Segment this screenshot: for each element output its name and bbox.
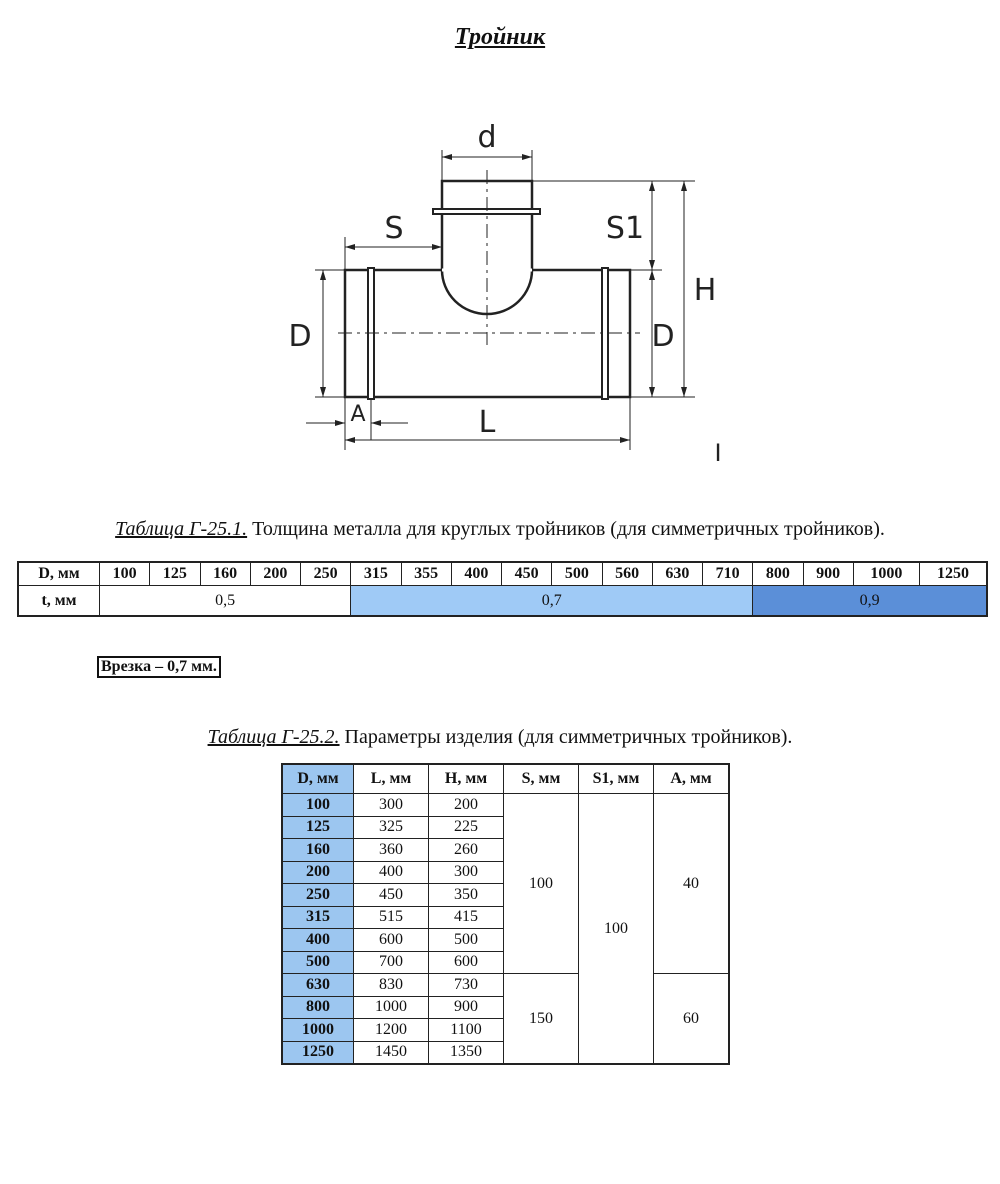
- table-row: 800 1000 900: [281, 995, 729, 1019]
- label-d-left: D: [288, 319, 311, 354]
- label-a: A: [350, 402, 365, 427]
- d-cell: 500: [281, 950, 354, 974]
- column-header: D, мм: [281, 763, 354, 794]
- tee-drawing: d S S1 H D D A L I: [288, 120, 721, 467]
- table-row: 250 450 350: [281, 883, 729, 907]
- a-cell: 60: [653, 973, 730, 1065]
- d-cell: 160: [281, 838, 354, 862]
- label-d-right: D: [651, 319, 674, 354]
- diameter-cell: 450: [500, 561, 553, 586]
- d-cell: 125: [281, 815, 354, 839]
- column-header: L, мм: [353, 763, 429, 794]
- column-header: A, мм: [653, 763, 730, 794]
- a-cell: 40: [653, 793, 730, 974]
- diameter-cell: 125: [149, 561, 201, 586]
- header-t: t, мм: [17, 585, 100, 617]
- s-cell: 150: [503, 973, 579, 1065]
- metal-thickness-table: D, мм 100 125 160 200 250 315 355 400 450 500 560 63…: [17, 561, 988, 617]
- label-mark: I: [714, 439, 721, 467]
- d-cell: 250: [281, 883, 354, 907]
- diameter-cell: 630: [651, 561, 704, 586]
- h-cell: 260: [428, 838, 504, 862]
- d-cell: 200: [281, 860, 354, 884]
- diameter-cell: 315: [350, 561, 402, 586]
- l-cell: 360: [353, 838, 429, 862]
- h-cell: 350: [428, 883, 504, 907]
- header-d: D, мм: [17, 561, 100, 586]
- l-cell: 450: [353, 883, 429, 907]
- thickness-cell: 0,9: [752, 585, 988, 617]
- table-row: 1250 1450 1350: [281, 1040, 729, 1065]
- diameter-cell: 500: [551, 561, 603, 586]
- column-header: H, мм: [428, 763, 504, 794]
- h-cell: 1350: [428, 1040, 504, 1065]
- label-d: d: [477, 120, 496, 155]
- thickness-cell: 0,7: [350, 585, 754, 617]
- h-cell: 1100: [428, 1018, 504, 1042]
- table-row: 630 830 730 150 60: [281, 973, 730, 1065]
- product-parameters-table: D, мм L, мм H, мм S, мм S1, мм A, мм 100 300 20…: [281, 763, 730, 1065]
- d-cell: 1000: [281, 1018, 354, 1042]
- l-cell: 1000: [353, 995, 429, 1019]
- label-s: S: [384, 211, 403, 246]
- diameter-cell: 900: [802, 561, 854, 586]
- diameter-cell: 1250: [919, 561, 988, 586]
- d-cell: 315: [281, 905, 354, 929]
- column-header: S1, мм: [578, 763, 654, 794]
- h-cell: 500: [428, 928, 504, 952]
- label-h: H: [694, 273, 717, 308]
- table-row: 315 515 415: [281, 905, 729, 929]
- l-cell: 300: [353, 793, 429, 817]
- l-cell: 515: [353, 905, 429, 929]
- table-row: 125 325 225: [281, 815, 729, 839]
- l-cell: 325: [353, 815, 429, 839]
- diameter-cell: 250: [299, 561, 352, 586]
- d-cell: 800: [281, 995, 354, 1019]
- insert-note: Врезка – 0,7 мм.: [97, 656, 221, 678]
- table-row: 100 300 200 100 100 40: [281, 793, 730, 1065]
- h-cell: 225: [428, 815, 504, 839]
- l-cell: 830: [353, 973, 429, 997]
- diameter-cell: 800: [752, 561, 804, 586]
- d-cell: 400: [281, 928, 354, 952]
- diameter-cell: 400: [450, 561, 503, 586]
- s1-cell: 100: [578, 793, 654, 1065]
- diameter-cell: 1000: [852, 561, 921, 586]
- table-row: 1000 1200 1100: [281, 1018, 729, 1042]
- h-cell: 300: [428, 860, 504, 884]
- table-row: 400 600 500: [281, 928, 729, 952]
- h-cell: 730: [428, 973, 504, 997]
- diameter-cell: 560: [601, 561, 653, 586]
- s-cell: 100: [503, 793, 579, 974]
- table-row: 200 400 300: [281, 860, 729, 884]
- h-cell: 900: [428, 995, 504, 1019]
- h-cell: 600: [428, 950, 504, 974]
- h-cell: 200: [428, 793, 504, 817]
- label-s1: S1: [606, 211, 644, 246]
- d-cell: 1250: [281, 1040, 354, 1065]
- diameter-cell: 200: [249, 561, 302, 586]
- l-cell: 400: [353, 860, 429, 884]
- diameter-cell: 100: [98, 561, 151, 586]
- page-title: Тройник: [454, 24, 546, 50]
- thickness-cell: 0,5: [98, 585, 352, 617]
- d-cell: 100: [281, 793, 354, 817]
- d-cell: 630: [281, 973, 354, 997]
- diameter-cell: 160: [199, 561, 251, 586]
- l-cell: 700: [353, 950, 429, 974]
- column-header: S, мм: [503, 763, 579, 794]
- table1-caption: Таблица Г-25.1. Толщина металла для круг…: [115, 518, 885, 540]
- l-cell: 1200: [353, 1018, 429, 1042]
- diameter-cell: 710: [701, 561, 754, 586]
- l-cell: 600: [353, 928, 429, 952]
- l-cell: 1450: [353, 1040, 429, 1065]
- table2-caption: Таблица Г-25.2. Параметры изделия (для с…: [207, 726, 793, 748]
- diameter-cell: 355: [400, 561, 452, 586]
- h-cell: 415: [428, 905, 504, 929]
- label-l: L: [479, 405, 496, 440]
